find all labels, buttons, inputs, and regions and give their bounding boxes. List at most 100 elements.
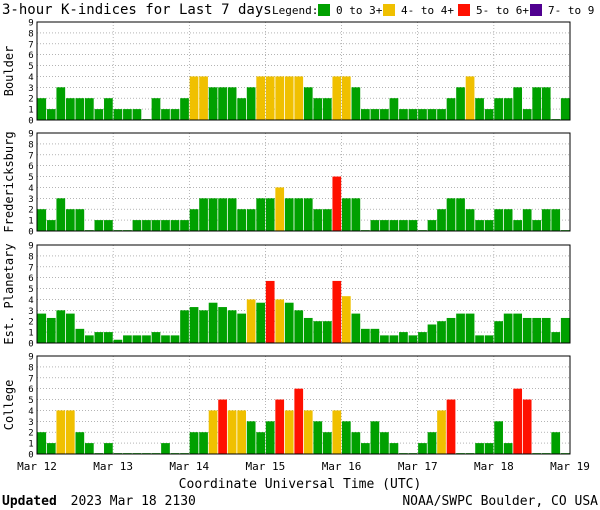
y-tick-label: 2: [28, 429, 33, 439]
k-index-bar: [418, 443, 427, 454]
panel-label: Fredericksburg: [2, 131, 16, 232]
k-index-bar: [46, 220, 56, 231]
k-index-bar: [503, 98, 513, 120]
k-index-bar: [208, 410, 218, 454]
k-index-bar: [265, 280, 275, 343]
k-index-bar: [56, 310, 66, 343]
k-index-bar: [341, 421, 351, 454]
k-index-bar: [275, 187, 285, 231]
k-index-bar: [218, 87, 227, 120]
y-tick-label: 8: [28, 140, 33, 150]
y-tick-label: 4: [28, 184, 33, 194]
k-index-bar: [161, 443, 170, 454]
y-tick-label: 7: [28, 374, 33, 384]
k-index-bar: [46, 317, 56, 343]
k-index-bar: [113, 339, 123, 343]
k-index-bar: [522, 109, 532, 120]
k-index-bar: [513, 220, 523, 231]
k-index-bar: [189, 76, 199, 120]
k-index-bar: [332, 76, 342, 120]
k-index-bar: [380, 432, 389, 454]
k-index-bar: [199, 310, 208, 343]
k-index-bar: [256, 76, 266, 120]
k-index-bar: [180, 310, 189, 343]
k-index-bar: [265, 421, 275, 454]
y-tick-label: 7: [28, 151, 33, 161]
k-index-bar: [199, 76, 208, 120]
k-index-bar: [37, 98, 47, 120]
k-index-bar: [427, 109, 437, 120]
k-index-bar: [180, 220, 189, 231]
k-index-bar: [246, 209, 256, 231]
k-index-bar: [265, 76, 275, 120]
panel-label: Boulder: [2, 46, 16, 97]
k-index-bar: [218, 307, 227, 343]
y-tick-label: 0: [28, 340, 33, 350]
k-index-bar: [199, 198, 208, 231]
chart-title: 3-hour K-indices for Last 7 days: [2, 2, 272, 18]
k-index-bar: [456, 198, 465, 231]
k-index-bar: [303, 198, 313, 231]
k-index-bar: [37, 432, 47, 454]
k-index-bar: [522, 209, 532, 231]
k-index-bar: [494, 321, 503, 343]
k-index-bar: [465, 209, 475, 231]
k-index-bar: [532, 317, 542, 343]
y-tick-label: 1: [28, 329, 33, 339]
y-tick-label: 8: [28, 29, 33, 39]
k-index-bar: [218, 198, 227, 231]
k-index-bar: [361, 443, 370, 454]
k-index-bar: [218, 399, 227, 454]
k-index-bar: [104, 443, 113, 454]
k-index-bar: [503, 443, 513, 454]
k-index-bar: [303, 410, 313, 454]
k-index-bar: [46, 109, 56, 120]
k-index-bar: [399, 332, 408, 343]
credit-text: NOAA/SWPC Boulder, CO USA: [402, 494, 598, 509]
k-index-bar: [275, 299, 285, 343]
k-index-bar: [56, 410, 66, 454]
legend-label: 0 to 3+: [336, 4, 383, 17]
k-index-bar: [399, 220, 408, 231]
k-index-bar: [532, 220, 542, 231]
k-index-bar: [437, 209, 446, 231]
k-index-bar: [560, 317, 570, 343]
y-tick-label: 8: [28, 252, 33, 262]
panel-frame: [36, 132, 571, 232]
legend-label: 4- to 4+: [401, 4, 454, 17]
k-index-bar: [370, 421, 380, 454]
k-index-bar: [284, 198, 294, 231]
k-index-bar: [465, 76, 475, 120]
k-index-bar: [370, 220, 380, 231]
y-tick-label: 6: [28, 162, 33, 172]
k-index-bar: [389, 220, 399, 231]
legend: Legend: 0 to 3+ 4- to 4+ 5- to 6+ 7- to 9: [272, 4, 594, 17]
k-index-bar: [189, 209, 199, 231]
k-index-bar: [389, 98, 399, 120]
k-index-bar: [161, 335, 170, 343]
k-index-bar: [294, 310, 304, 343]
k-index-bar: [170, 109, 180, 120]
panel-frame: [36, 21, 571, 121]
k-index-bar: [142, 335, 151, 343]
k-index-bar: [94, 109, 104, 120]
k-index-bar: [446, 399, 456, 454]
k-index-bar: [475, 98, 484, 120]
legend-swatch: [318, 4, 330, 16]
k-index-bar: [161, 220, 170, 231]
k-index-bar: [104, 332, 113, 343]
x-tick-label: Mar 12: [17, 460, 57, 473]
x-axis-label: Coordinate Universal Time (UTC): [179, 477, 422, 492]
k-index-bar: [180, 98, 189, 120]
k-index-bar: [427, 220, 437, 231]
y-tick-label: 9: [28, 353, 33, 363]
k-index-bar: [380, 335, 389, 343]
k-index-bar: [265, 198, 275, 231]
legend-label: 7- to 9: [548, 4, 594, 17]
k-index-bar: [313, 321, 323, 343]
legend-swatch: [530, 4, 542, 16]
y-tick-label: 2: [28, 318, 33, 328]
k-index-bar: [427, 432, 437, 454]
k-index-bar: [151, 98, 161, 120]
